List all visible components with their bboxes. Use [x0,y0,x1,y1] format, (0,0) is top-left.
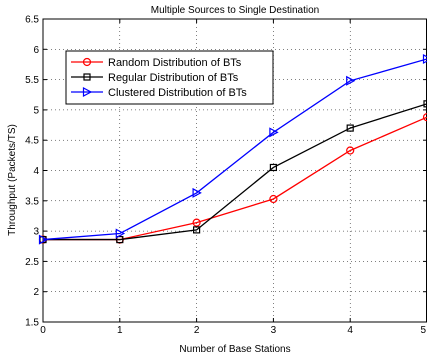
data-point-triangle [82,87,93,97]
data-point-square [346,124,354,132]
chart-title: Multiple Sources to Single Destination [151,5,319,16]
series-line [42,58,427,241]
legend: Random Distribution of BTs Regular Distri… [65,50,274,105]
x-tick-label: 4 [347,325,353,336]
y-axis-title: Throughput (Packets/TS) [7,124,18,236]
y-tick-label: 5.5 [25,75,39,86]
data-point-circle [269,194,278,204]
data-point-circle [346,146,355,155]
data-point-circle [192,218,201,227]
x-tick-label: 3 [271,325,277,336]
series-square [39,100,427,244]
data-point-circle [422,113,427,122]
data-point-triangle [269,127,279,138]
data-point-square [83,73,91,81]
series-triangle-right [38,53,427,245]
data-point-circle [82,57,92,67]
y-tick-label: 3.5 [25,196,39,207]
legend-label: Random Distribution of BTs [108,57,242,69]
x-tick-label: 0 [40,325,46,336]
legend-label: Clustered Distribution of BTs [108,87,247,99]
y-tick-label: 6 [33,45,39,56]
y-tick-label: 1.5 [25,318,39,329]
x-tick-label: 2 [194,325,200,336]
data-point-triangle [38,234,49,245]
data-point-triangle [192,187,202,198]
data-point-square [193,226,201,234]
y-tick-label: 5 [33,105,39,116]
y-tick-label: 4.5 [25,136,39,147]
axis-ticks: 0 1 2 3 4 5 1.5 2 2.5 3 3.5 4 4.5 5 5.5 6 6.5 [25,15,427,336]
series-line [43,103,427,241]
series-circle [38,113,427,244]
data-point-square [423,100,427,108]
x-tick-label: 5 [420,325,426,336]
x-axis-title: Number of Base Stations [179,344,290,355]
data-point-triangle [346,75,356,86]
y-tick-label: 6.5 [25,15,39,26]
data-point-square [269,163,277,172]
legend-label: Regular Distribution of BTs [108,72,239,84]
y-tick-label: 4 [33,166,39,177]
series-line [43,116,427,241]
y-tick-label: 3 [33,227,39,238]
data-point-triangle [422,53,427,64]
legend-item: Clustered Distribution of BTs [71,87,247,99]
y-tick-label: 2 [33,287,39,298]
series-group [38,53,427,245]
data-point-triangle [115,228,126,239]
data-point-square [116,235,124,244]
legend-item: Regular Distribution of BTs [71,72,239,84]
y-tick-label: 2.5 [25,257,39,268]
legend-item: Random Distribution of BTs [71,57,242,69]
x-tick-label: 1 [117,325,123,336]
